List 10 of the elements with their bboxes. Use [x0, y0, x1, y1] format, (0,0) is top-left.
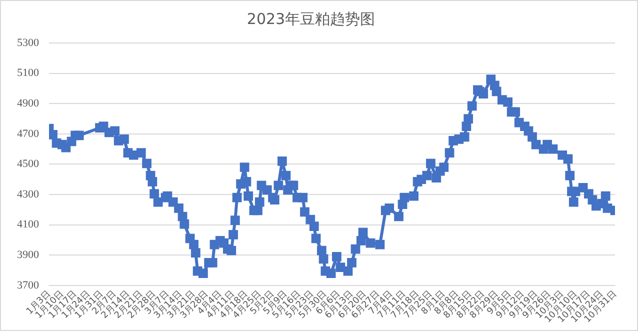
y-tick-label: 5100 — [17, 67, 40, 80]
y-tick-label: 4900 — [17, 98, 40, 110]
y-tick-label: 3900 — [17, 249, 40, 262]
y-tick-label: 4100 — [17, 218, 40, 231]
chart-title: 2023年豆粕趋势图 — [246, 10, 376, 28]
y-tick-label: 4300 — [17, 188, 40, 200]
y-tick-label: 4500 — [17, 158, 40, 170]
y-tick-label: 4700 — [17, 128, 40, 140]
y-tick-label: 5300 — [17, 36, 40, 49]
y-tick-label: 3700 — [17, 279, 40, 292]
